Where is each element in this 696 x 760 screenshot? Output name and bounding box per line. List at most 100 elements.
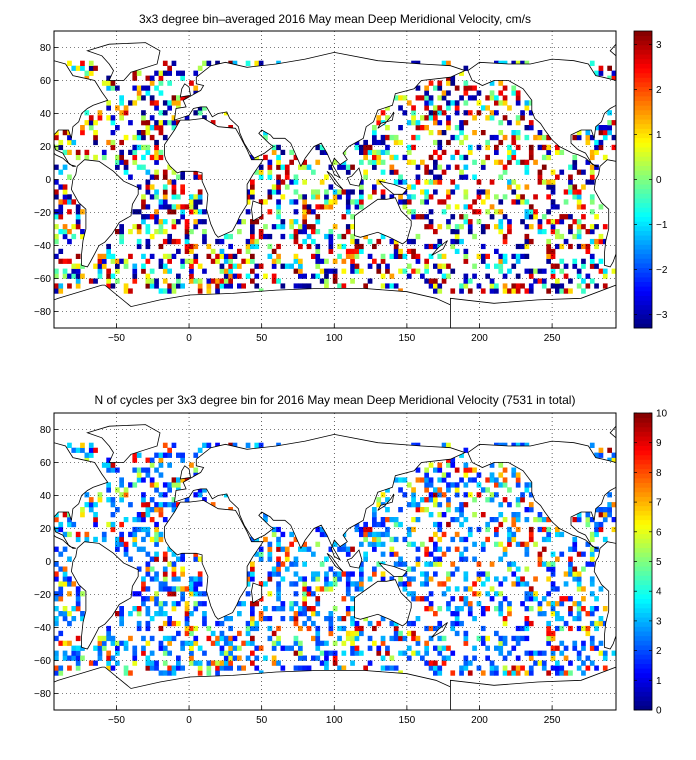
bin-cell [311,606,316,612]
colorbar-segment [634,593,652,600]
bin-cell [354,144,360,151]
bin-cell [494,110,499,116]
bin-cell [145,120,151,126]
bin-cell [337,571,342,577]
colorbar-segment [634,607,652,613]
bin-cell [572,164,578,170]
bin-cell [524,238,530,245]
bin-cell [507,526,512,533]
bin-cell [276,154,281,161]
bin-cell [415,477,421,483]
bin-cell [141,512,146,518]
bin-cell [302,655,307,661]
bin-cell [433,159,438,165]
bin-cell [589,164,595,170]
bin-cell [502,288,508,294]
bin-cell [62,130,68,136]
bin-cell [411,576,416,582]
bin-cell [75,536,81,543]
bin-cell [176,174,181,180]
bin-cell [171,561,177,567]
coastline [346,167,363,187]
bin-cell [515,502,521,508]
colorbar-segment [634,575,652,581]
bin-cell [550,601,556,607]
bin-cell [385,105,390,111]
bin-cell [415,174,421,180]
bin-cell [315,253,321,259]
bin-cell [459,596,464,602]
bin-cell [141,645,146,651]
bin-cell [498,139,504,146]
bin-cell [572,571,578,577]
bin-cell [489,204,495,210]
bin-cell [271,224,277,230]
bin-cell [537,660,543,666]
bin-cell [489,561,495,567]
bin-cell [502,670,508,676]
bin-cell [189,660,194,666]
bin-cell [572,134,578,141]
bin-cell [289,224,294,230]
bin-cell [136,243,142,250]
bin-cell [189,625,194,632]
bin-cell [276,144,281,151]
bin-cell [546,635,551,642]
bin-cell [354,625,360,632]
bin-cell [433,670,438,676]
bin-cell [145,467,151,473]
bin-cell [424,546,429,552]
bin-cell [555,601,560,607]
bin-cell [454,149,460,155]
y-tick-label: −80 [34,689,51,700]
bin-cell [489,472,495,478]
bin-cell [454,611,460,617]
bin-cell [550,561,556,567]
bin-cell [58,229,64,235]
bin-cell [393,238,399,245]
bin-cell [154,507,159,513]
bin-cell [237,665,242,671]
bin-cell [485,645,490,651]
coastline [431,240,448,256]
bin-cell [293,283,299,289]
bin-cell [284,174,290,180]
bin-cell [341,164,347,170]
bin-cell [354,253,360,259]
bin-cell [180,184,185,190]
bin-cell [385,268,390,274]
bin-cell [594,149,599,155]
bin-cell [437,650,443,656]
bin-cell [359,189,364,195]
bin-cell [93,502,98,508]
colorbar-segment [634,473,652,479]
bin-cell [145,655,151,661]
bin-cell [324,650,329,656]
bin-cell [502,477,508,483]
bin-cell [398,253,403,259]
bin-cell [546,179,551,185]
bin-cell [502,258,508,264]
bin-cell [441,581,447,587]
bin-cell [520,253,525,259]
bin-cell [237,229,242,235]
bin-cell [594,139,599,146]
bin-cell [106,655,111,661]
x-tick-label: 0 [186,715,192,726]
bin-cell [298,243,303,250]
bin-cell [467,586,473,592]
bin-cell [106,467,111,473]
bin-cell [276,606,281,612]
bin-cell [550,635,556,642]
bin-cell [498,521,504,528]
colorbar-segment [634,603,652,609]
bin-cell [498,90,504,96]
bin-cell [528,650,534,656]
bin-cell [428,154,434,161]
bin-cell [555,204,560,210]
bin-cell [463,660,469,666]
colorbar-segment [634,249,652,255]
bin-cell [136,517,142,523]
bin-cell [528,586,534,592]
colorbar-segment [634,86,652,92]
